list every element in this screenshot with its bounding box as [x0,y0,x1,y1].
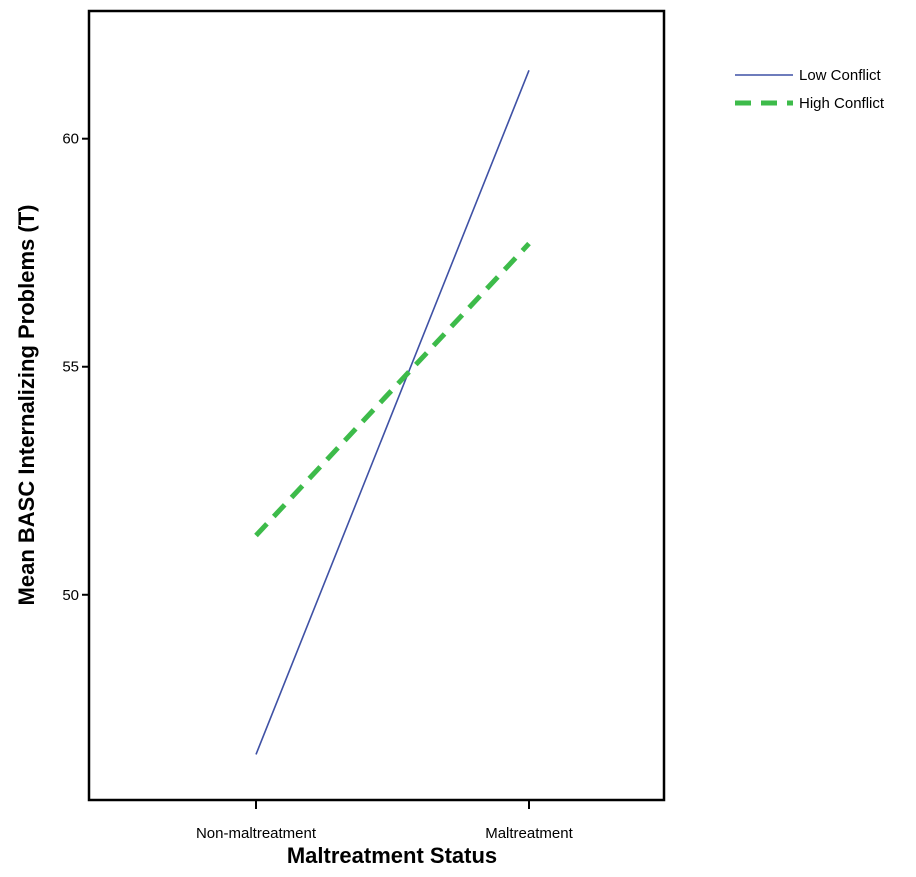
series-layer [254,69,531,755]
legend: Low Conflict High Conflict [735,67,885,112]
plot-frame [87,9,666,802]
y-tick-label: 50 [62,587,79,604]
series-line-high-conflict [254,241,531,538]
y-tick-label: 55 [62,359,79,376]
x-axis-ticks: Non-maltreatment Maltreatment [196,800,574,842]
x-tick-label: Non-maltreatment [196,825,317,842]
series-line-low-conflict [255,69,530,755]
y-tick-label: 60 [62,131,79,148]
x-tick-label: Maltreatment [485,825,573,842]
x-axis-title: Maltreatment Status [287,843,497,868]
legend-label-high-conflict: High Conflict [799,95,885,112]
legend-label-low-conflict: Low Conflict [799,67,882,84]
y-axis-title: Mean BASC Internalizing Problems (T) [14,205,39,606]
y-axis-ticks: 50 55 60 [62,131,89,604]
